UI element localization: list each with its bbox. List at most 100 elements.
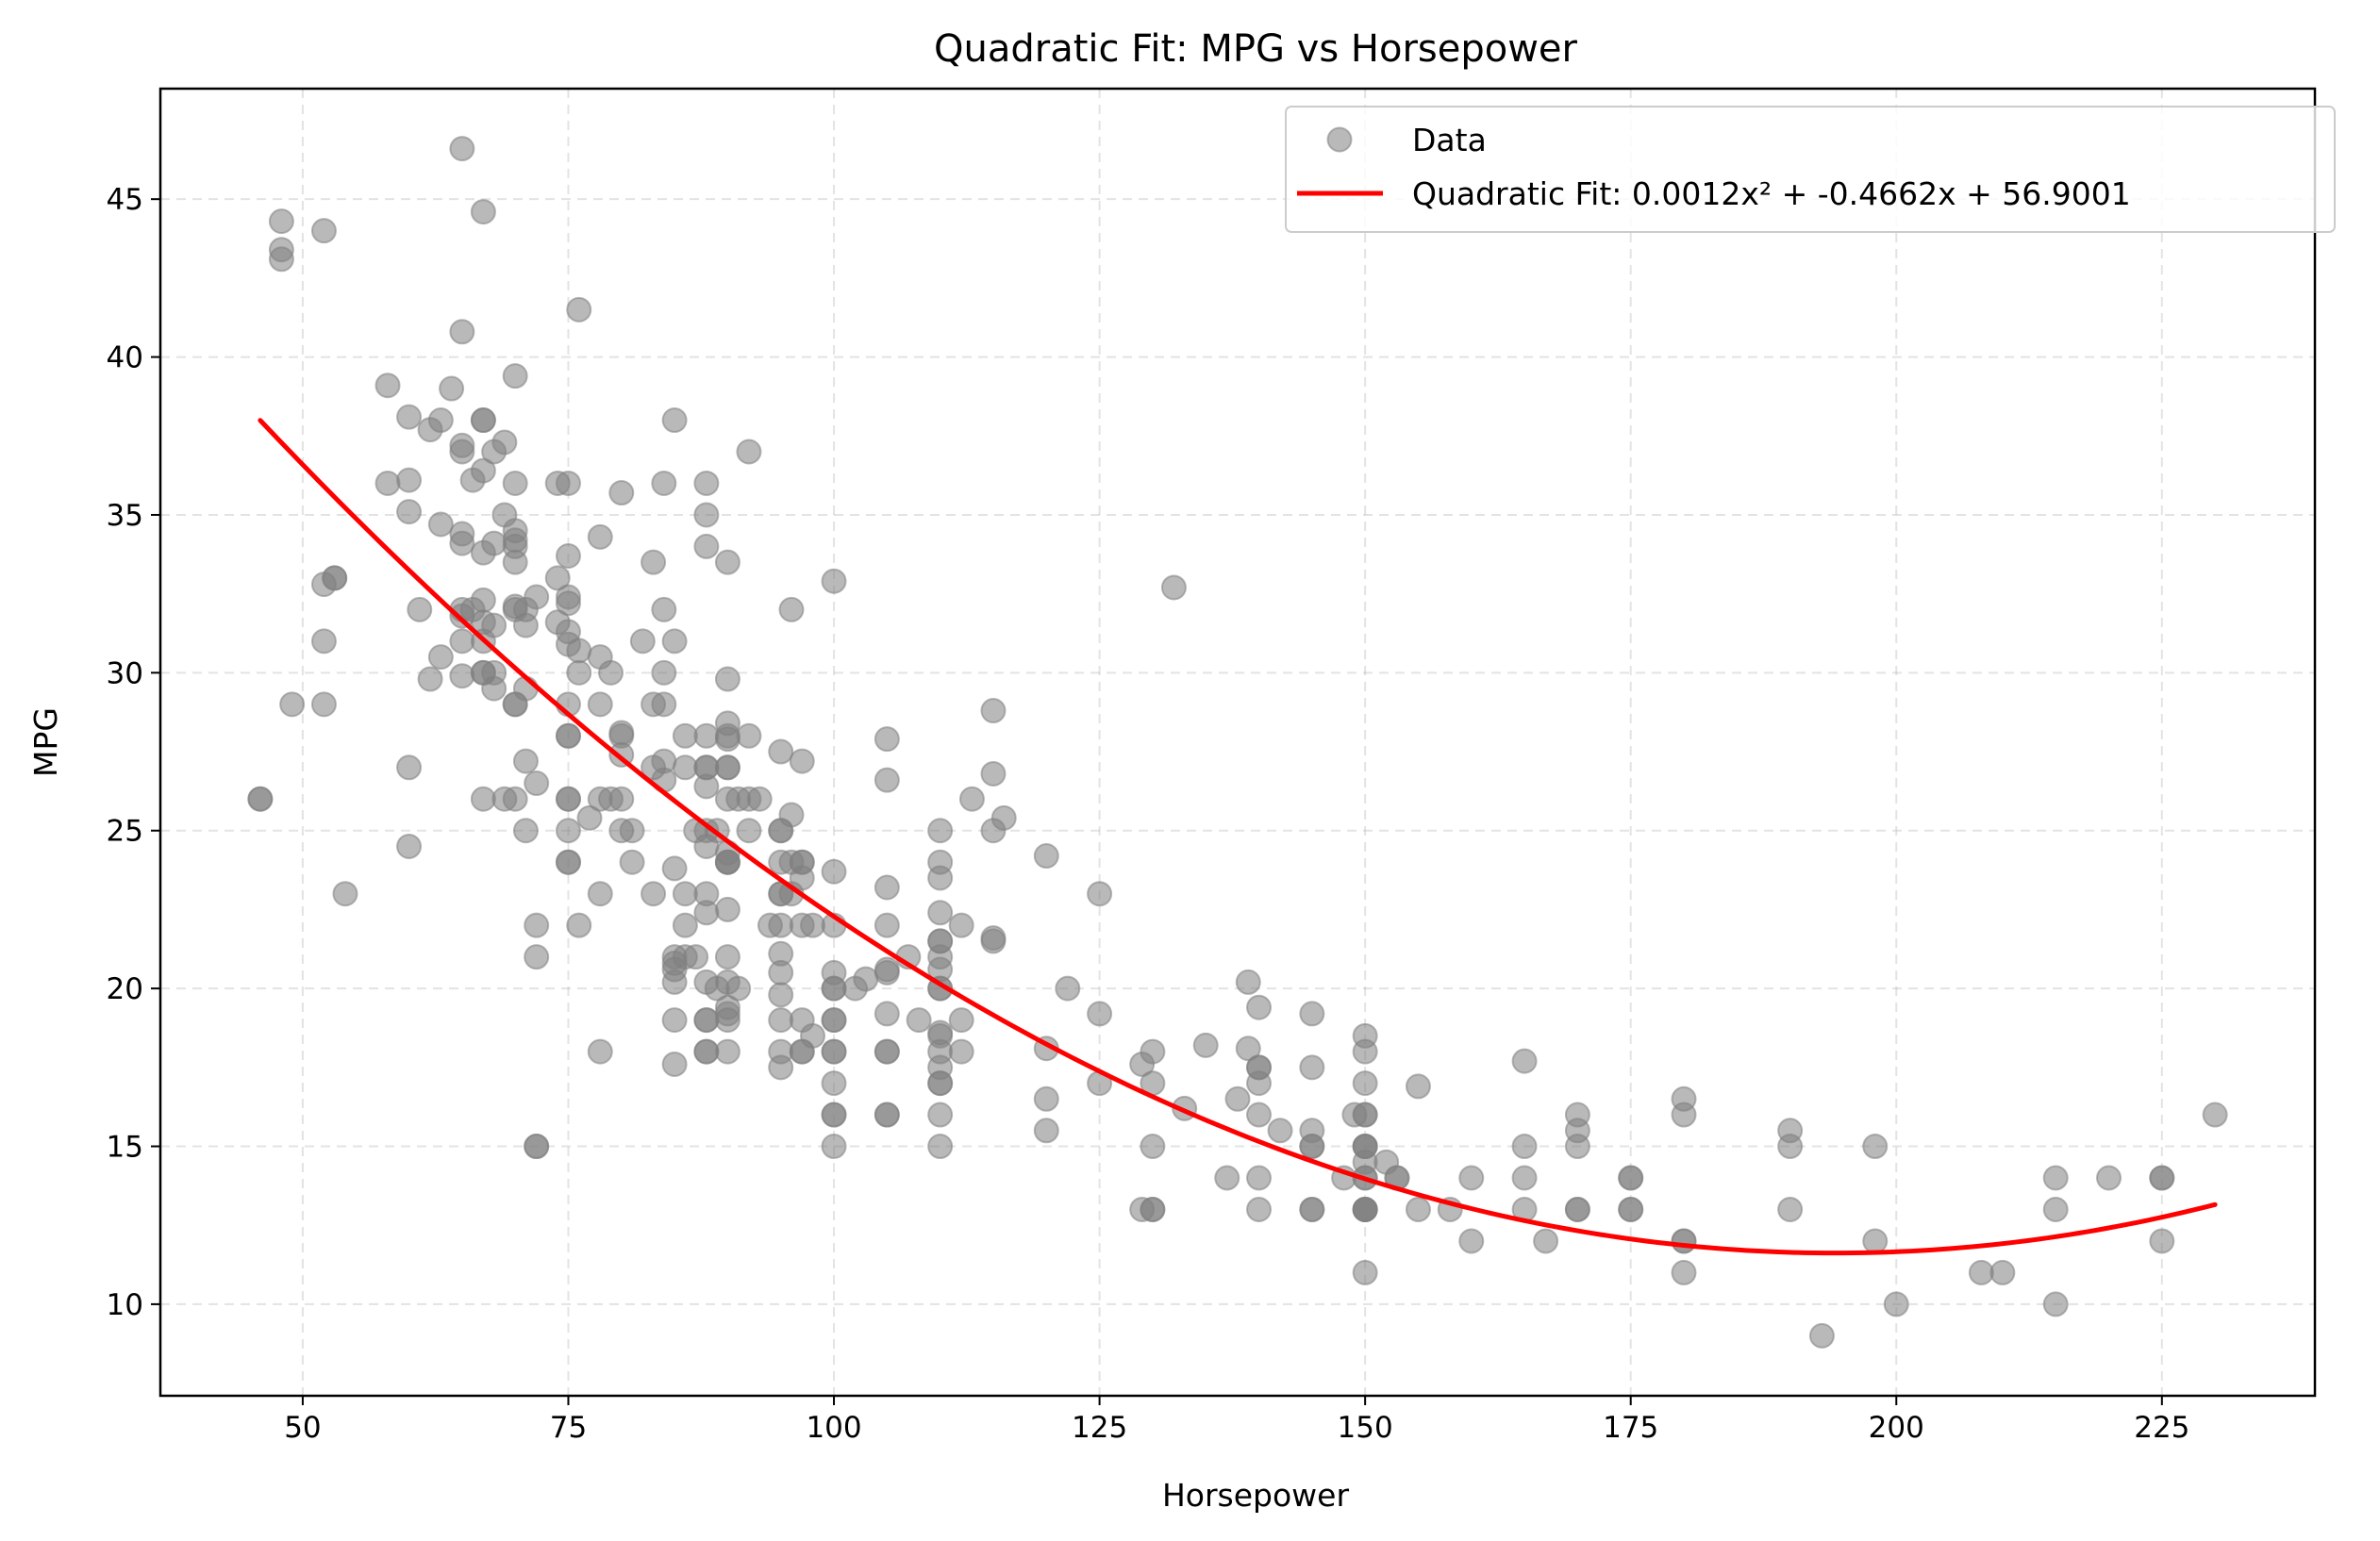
data-point — [821, 1070, 847, 1097]
data-point — [1160, 574, 1187, 601]
data-point — [1087, 1001, 1113, 1027]
data-point — [491, 429, 518, 456]
y-tick-label: 30 — [107, 656, 143, 690]
data-point — [1246, 1196, 1273, 1222]
data-point — [906, 1007, 932, 1034]
data-point — [396, 833, 423, 859]
data-point — [1989, 1259, 2016, 1285]
data-point — [736, 722, 762, 749]
data-point — [800, 1022, 826, 1049]
data-point — [1458, 1228, 1485, 1254]
data-point — [1267, 1118, 1293, 1144]
x-tick-label: 100 — [806, 1411, 861, 1445]
data-point — [714, 666, 741, 692]
data-point — [1862, 1228, 1889, 1254]
data-point — [874, 726, 900, 753]
data-point — [874, 874, 900, 901]
data-point — [555, 849, 581, 875]
data-point — [470, 199, 496, 225]
data-point — [279, 691, 306, 718]
data-point — [874, 1038, 900, 1065]
data-point — [693, 1038, 720, 1065]
data-point — [927, 1070, 954, 1097]
data-point — [587, 1038, 613, 1065]
data-point — [1511, 1165, 1538, 1191]
data-point — [1246, 1102, 1273, 1128]
data-point — [544, 565, 571, 591]
x-tick-label: 125 — [1072, 1411, 1127, 1445]
data-point — [587, 523, 613, 550]
data-point — [714, 754, 741, 781]
data-point — [641, 549, 667, 575]
data-point — [407, 596, 433, 622]
y-tick-label: 10 — [107, 1288, 143, 1322]
data-point — [2096, 1165, 2122, 1191]
data-point — [1140, 1038, 1166, 1065]
data-point — [629, 628, 656, 655]
data-point — [672, 912, 698, 938]
y-axis-label: MPG — [27, 707, 64, 777]
data-point — [736, 439, 762, 465]
data-point — [512, 818, 539, 844]
data-point — [746, 786, 773, 812]
data-point — [1777, 1196, 1804, 1222]
data-point — [1235, 1036, 1261, 1062]
data-point — [714, 726, 741, 753]
data-point — [1246, 1070, 1273, 1097]
data-point — [874, 1001, 900, 1027]
data-point — [439, 375, 465, 402]
data-point — [470, 786, 496, 812]
data-point — [470, 587, 496, 613]
y-tick-label: 25 — [107, 815, 143, 849]
data-point — [693, 773, 720, 800]
data-point — [661, 1051, 688, 1077]
data-point — [502, 363, 528, 389]
data-point — [800, 912, 826, 938]
data-point — [874, 1102, 900, 1128]
data-point — [661, 628, 688, 655]
data-point — [1299, 1001, 1325, 1027]
data-point — [449, 628, 475, 655]
data-point — [1224, 1085, 1251, 1112]
data-point — [714, 1038, 741, 1065]
data-point — [1033, 843, 1059, 870]
data-point — [427, 644, 454, 671]
x-tick-label: 75 — [550, 1411, 587, 1445]
data-point — [651, 691, 677, 718]
data-point — [396, 754, 423, 781]
data-point — [502, 549, 528, 575]
data-point — [1671, 1228, 1697, 1254]
data-point — [576, 804, 603, 831]
data-point — [1246, 994, 1273, 1020]
data-point — [693, 533, 720, 559]
data-point — [608, 786, 635, 812]
data-point — [1511, 1134, 1538, 1160]
data-point — [874, 912, 900, 938]
data-point — [1618, 1165, 1644, 1191]
data-point — [1299, 1054, 1325, 1081]
data-point — [948, 1007, 974, 1034]
data-point — [396, 499, 423, 525]
data-point — [555, 542, 581, 569]
data-point — [1352, 1038, 1378, 1065]
data-point — [1862, 1134, 1889, 1160]
data-point — [672, 881, 698, 907]
data-point — [693, 900, 720, 926]
data-point — [651, 596, 677, 622]
y-tick-label: 35 — [107, 499, 143, 533]
legend-label-fit: Quadratic Fit: 0.0012x² + -0.4662x + 56.… — [1412, 175, 2131, 212]
data-point — [2042, 1196, 2069, 1222]
x-tick-label: 175 — [1603, 1411, 1658, 1445]
data-point — [821, 568, 847, 594]
data-point — [427, 407, 454, 434]
data-point — [1299, 1134, 1325, 1160]
data-point — [927, 865, 954, 891]
data-point — [555, 722, 581, 749]
data-point — [778, 596, 805, 622]
x-tick-label: 150 — [1338, 1411, 1393, 1445]
legend-label-data: Data — [1412, 122, 1487, 158]
data-point — [524, 1134, 550, 1160]
data-point — [247, 786, 274, 812]
data-point — [768, 1054, 794, 1081]
data-point — [524, 912, 550, 938]
